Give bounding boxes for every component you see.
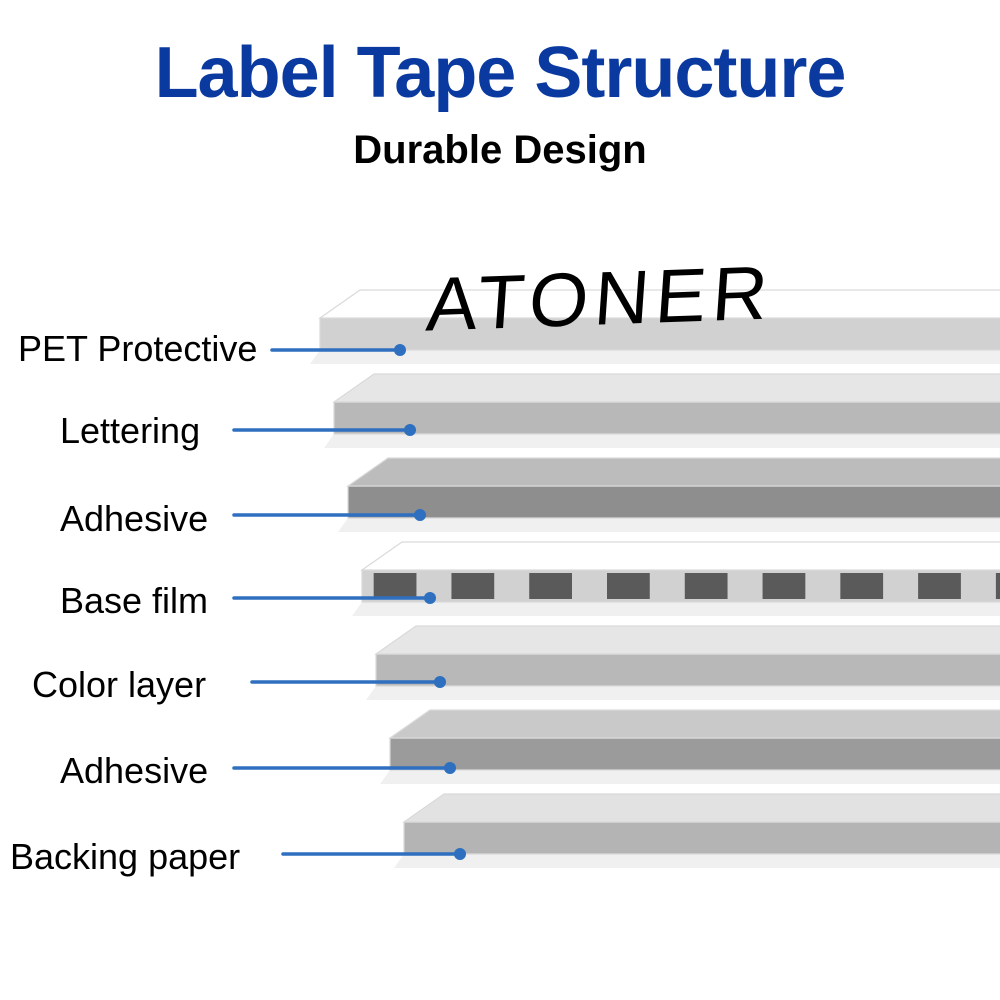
layer-label: Lettering <box>60 410 200 452</box>
layer-label: Adhesive <box>60 750 208 792</box>
layer-label: PET Protective <box>18 328 257 370</box>
layer-label: Adhesive <box>60 498 208 540</box>
layer-label: Base film <box>60 580 208 622</box>
layer-label: Color layer <box>32 664 206 706</box>
layer-label: Backing paper <box>10 836 240 878</box>
svg-text:ATONER: ATONER <box>424 251 777 348</box>
stage: Label Tape Structure Durable Design ATON… <box>0 0 1000 1000</box>
